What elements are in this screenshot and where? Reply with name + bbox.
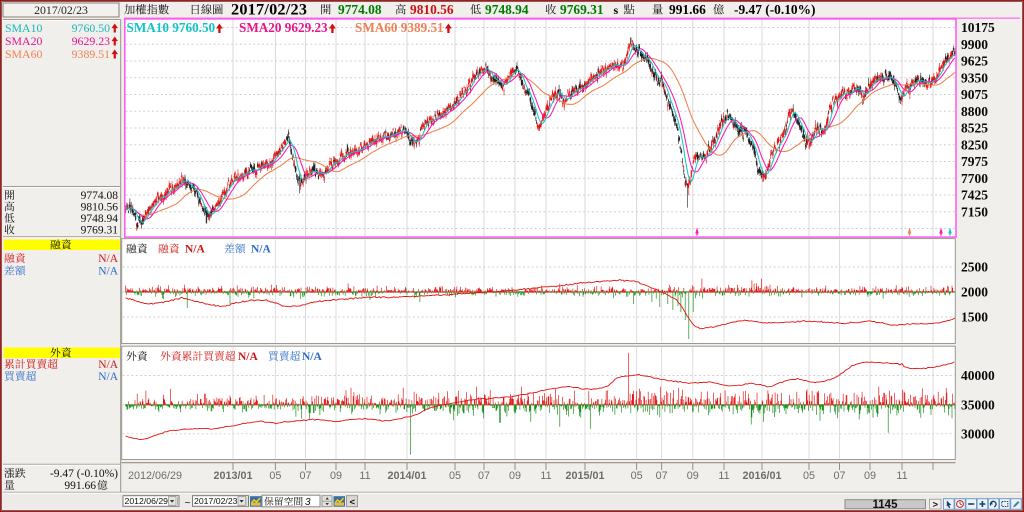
svg-text:9769.31: 9769.31 bbox=[81, 225, 119, 237]
svg-text:2500: 2500 bbox=[961, 260, 988, 275]
svg-text:8800: 8800 bbox=[961, 104, 988, 119]
svg-text:N/A: N/A bbox=[98, 266, 119, 278]
svg-text:2016/01: 2016/01 bbox=[742, 470, 781, 482]
svg-text:30000: 30000 bbox=[961, 426, 995, 441]
svg-text:10175: 10175 bbox=[961, 20, 995, 35]
svg-text:7425: 7425 bbox=[961, 188, 988, 203]
svg-text:2013/01: 2013/01 bbox=[213, 470, 252, 482]
svg-text:09: 09 bbox=[687, 470, 699, 482]
svg-text:-9.47 (-0.10%): -9.47 (-0.10%) bbox=[50, 468, 118, 480]
svg-text:9629.23: 9629.23 bbox=[72, 34, 110, 48]
svg-text:8250: 8250 bbox=[961, 137, 988, 152]
svg-text:2017/02/23: 2017/02/23 bbox=[231, 0, 307, 19]
svg-text:05: 05 bbox=[803, 470, 815, 482]
svg-text:SMA60: SMA60 bbox=[5, 47, 42, 61]
svg-text:N/A: N/A bbox=[98, 253, 119, 265]
svg-text:2017/02/23: 2017/02/23 bbox=[34, 3, 88, 17]
svg-text:9810.56: 9810.56 bbox=[410, 2, 454, 17]
svg-text:9900: 9900 bbox=[961, 37, 988, 52]
svg-text:3: 3 bbox=[305, 497, 311, 508]
svg-text:7150: 7150 bbox=[961, 204, 988, 219]
svg-text:SMA20: SMA20 bbox=[5, 34, 42, 48]
svg-text:7975: 7975 bbox=[961, 154, 988, 169]
svg-text:9769.31: 9769.31 bbox=[560, 2, 604, 17]
svg-text:09: 09 bbox=[864, 470, 876, 482]
svg-text:9760.50: 9760.50 bbox=[72, 21, 110, 35]
svg-text:35000: 35000 bbox=[961, 397, 995, 412]
svg-text:05: 05 bbox=[631, 470, 643, 482]
svg-text:9774.08: 9774.08 bbox=[338, 2, 382, 17]
svg-text:1145: 1145 bbox=[873, 499, 899, 511]
svg-text:<: < bbox=[350, 497, 356, 508]
svg-text:N/A: N/A bbox=[302, 351, 323, 363]
svg-text:9774.08: 9774.08 bbox=[81, 190, 119, 202]
svg-text:SMA10 9760.50: SMA10 9760.50 bbox=[127, 20, 216, 35]
svg-text:40000: 40000 bbox=[961, 368, 995, 383]
svg-text:11: 11 bbox=[896, 470, 907, 482]
svg-text:2012/06/29: 2012/06/29 bbox=[125, 496, 169, 506]
svg-text:07: 07 bbox=[656, 470, 668, 482]
svg-text:>: > bbox=[933, 500, 939, 511]
svg-text:SMA10: SMA10 bbox=[5, 21, 42, 35]
svg-text:9748.94: 9748.94 bbox=[485, 2, 529, 17]
svg-text:~: ~ bbox=[185, 497, 191, 509]
svg-text:8525: 8525 bbox=[961, 121, 988, 136]
svg-text:9389.51: 9389.51 bbox=[72, 47, 110, 61]
svg-text:2014/01: 2014/01 bbox=[387, 470, 426, 482]
svg-text:9075: 9075 bbox=[961, 87, 988, 102]
svg-text:N/A: N/A bbox=[251, 244, 272, 256]
svg-text:9810.56: 9810.56 bbox=[81, 202, 119, 214]
svg-text:991.66: 991.66 bbox=[64, 480, 96, 492]
svg-text:11: 11 bbox=[540, 470, 551, 482]
svg-text:s: s bbox=[614, 3, 619, 17]
svg-text:1500: 1500 bbox=[961, 310, 988, 325]
svg-text:07: 07 bbox=[478, 470, 490, 482]
svg-text:09: 09 bbox=[509, 470, 521, 482]
svg-text:SMA20 9629.23: SMA20 9629.23 bbox=[239, 20, 328, 35]
svg-text:SMA60 9389.51: SMA60 9389.51 bbox=[355, 20, 444, 35]
svg-text:9625: 9625 bbox=[961, 54, 988, 69]
svg-text:07: 07 bbox=[299, 470, 311, 482]
svg-text:-9.47 (-0.10%): -9.47 (-0.10%) bbox=[734, 2, 815, 17]
svg-text:05: 05 bbox=[449, 470, 461, 482]
svg-text:2015/01: 2015/01 bbox=[565, 470, 604, 482]
svg-text:11: 11 bbox=[718, 470, 729, 482]
svg-text:N/A: N/A bbox=[238, 351, 259, 363]
svg-text:05: 05 bbox=[269, 470, 281, 482]
svg-text:991.66: 991.66 bbox=[669, 2, 706, 17]
svg-text:2000: 2000 bbox=[961, 285, 988, 300]
svg-text:N/A: N/A bbox=[98, 359, 119, 371]
svg-text:11: 11 bbox=[359, 470, 370, 482]
svg-text:2017/02/23: 2017/02/23 bbox=[194, 496, 238, 506]
svg-text:07: 07 bbox=[833, 470, 845, 482]
svg-text:N/A: N/A bbox=[185, 244, 206, 256]
svg-text:9748.94: 9748.94 bbox=[81, 213, 119, 225]
svg-text:2012/06/29: 2012/06/29 bbox=[128, 470, 182, 482]
svg-text:9350: 9350 bbox=[961, 70, 988, 85]
svg-text:N/A: N/A bbox=[98, 371, 119, 383]
svg-text:09: 09 bbox=[330, 470, 342, 482]
svg-text:7700: 7700 bbox=[961, 171, 988, 186]
